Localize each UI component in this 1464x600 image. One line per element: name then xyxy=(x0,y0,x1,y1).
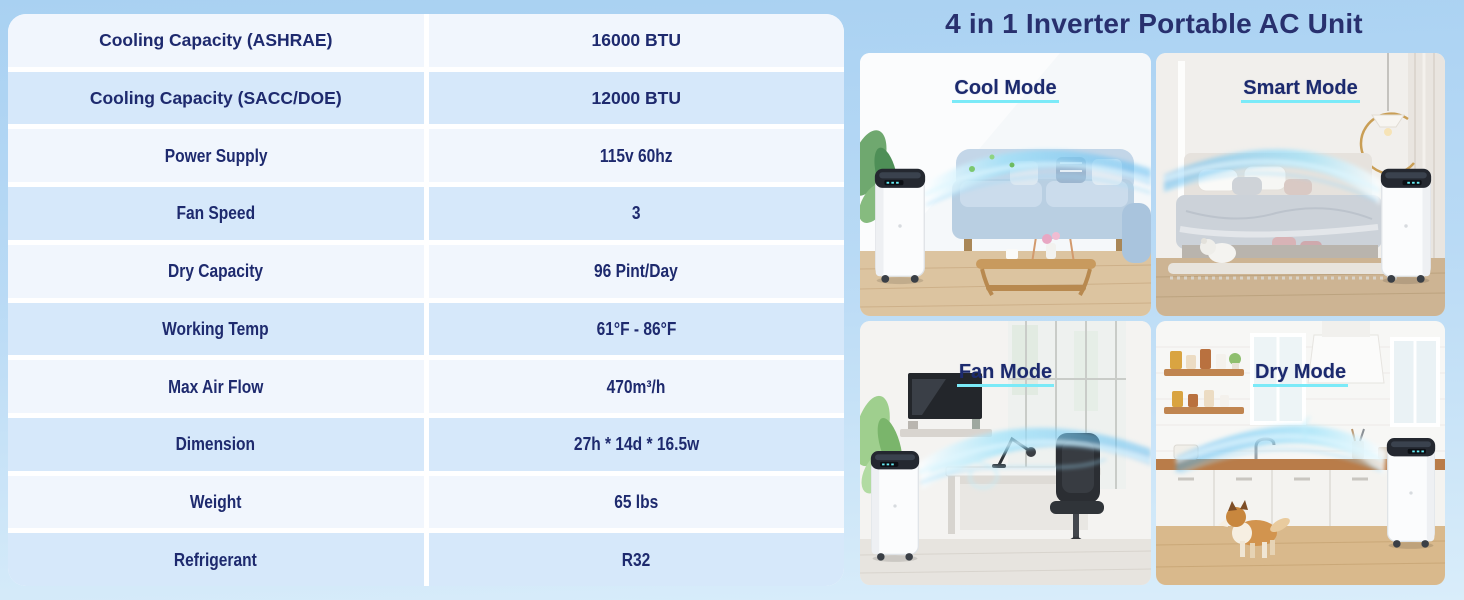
spec-value: R32 xyxy=(621,548,651,570)
spec-label: Cooling Capacity (SACC/DOE) xyxy=(89,87,342,108)
page-title: 4 in 1 Inverter Portable AC Unit xyxy=(945,8,1363,39)
spec-value-cell: 115v 60hz xyxy=(428,129,844,183)
spec-value: 61°F - 86°F xyxy=(596,317,677,339)
spec-label-cell: Dry Capacity xyxy=(8,244,424,298)
spec-value-cell: 16000 BTU xyxy=(428,14,844,67)
mode-label: Fan Mode xyxy=(860,361,1151,387)
spec-table: Cooling Capacity (ASHRAE) 16000 BTU Cool… xyxy=(8,14,844,586)
spec-label: Refrigerant xyxy=(174,548,258,570)
smart-mode-photo xyxy=(1156,53,1445,316)
cool-mode-tile: Cool Mode xyxy=(860,53,1151,316)
spec-label-cell: Refrigerant xyxy=(8,533,424,586)
spec-value: 115v 60hz xyxy=(599,144,673,166)
spec-value-cell: 96 Pint/Day xyxy=(428,244,844,298)
spec-label: Weight xyxy=(189,490,242,512)
mode-label: Dry Mode xyxy=(1156,361,1445,387)
dry-mode-photo xyxy=(1156,321,1445,585)
spec-label: Power Supply xyxy=(164,144,268,166)
spec-value-cell: 61°F - 86°F xyxy=(428,302,844,356)
spec-label: Max Air Flow xyxy=(168,375,264,397)
spec-value: 470m³/h xyxy=(606,375,666,397)
spec-label: Dry Capacity xyxy=(168,260,264,282)
fan-mode-photo xyxy=(860,321,1151,585)
spec-label-cell: Max Air Flow xyxy=(8,360,424,413)
spec-label: Fan Speed xyxy=(176,202,256,224)
spec-label-cell: Weight xyxy=(8,475,424,529)
spec-value: 12000 BTU xyxy=(591,87,682,108)
spec-label: Cooling Capacity (ASHRAE) xyxy=(99,29,333,50)
spec-label-cell: Fan Speed xyxy=(8,187,424,240)
spec-label-cell: Cooling Capacity (ASHRAE) xyxy=(8,14,424,67)
spec-value-cell: 65 lbs xyxy=(428,475,844,529)
spec-value: 65 lbs xyxy=(614,490,659,512)
fan-mode-tile: Fan Mode xyxy=(860,321,1151,585)
spec-label-cell: Working Temp xyxy=(8,302,424,356)
mode-label: Cool Mode xyxy=(860,77,1151,103)
spec-label: Dimension xyxy=(176,433,256,455)
spec-value-cell: 12000 BTU xyxy=(428,71,844,125)
smart-mode-tile: Smart Mode xyxy=(1156,53,1445,316)
spec-label-cell: Dimension xyxy=(8,417,424,471)
spec-value: 27h * 14d * 16.5w xyxy=(573,433,699,455)
spec-value-cell: 470m³/h xyxy=(428,360,844,413)
spec-value: 3 xyxy=(631,202,641,224)
spec-value-cell: 3 xyxy=(428,187,844,240)
spec-label: Working Temp xyxy=(162,317,269,339)
spec-label-cell: Power Supply xyxy=(8,129,424,183)
spec-value: 16000 BTU xyxy=(591,29,682,50)
dry-mode-tile: Dry Mode xyxy=(1156,321,1445,585)
spec-value: 96 Pint/Day xyxy=(594,260,679,282)
spec-value-cell: R32 xyxy=(428,533,844,586)
cool-mode-photo xyxy=(860,53,1151,316)
spec-value-cell: 27h * 14d * 16.5w xyxy=(428,417,844,471)
mode-label: Smart Mode xyxy=(1156,77,1445,103)
spec-label-cell: Cooling Capacity (SACC/DOE) xyxy=(8,71,424,125)
